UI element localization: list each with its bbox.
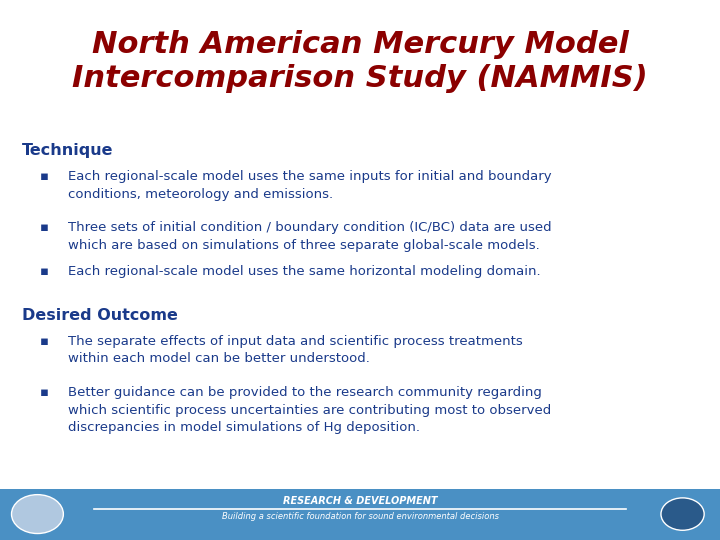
Text: ▪: ▪ bbox=[40, 335, 49, 348]
Text: Each regional-scale model uses the same inputs for initial and boundary
conditio: Each regional-scale model uses the same … bbox=[68, 170, 552, 200]
Circle shape bbox=[12, 495, 63, 534]
Text: Building a scientific foundation for sound environmental decisions: Building a scientific foundation for sou… bbox=[222, 512, 498, 521]
Text: Technique: Technique bbox=[22, 143, 113, 158]
Text: ▪: ▪ bbox=[40, 221, 49, 234]
Text: North American Mercury Model
Intercomparison Study (NAMMIS): North American Mercury Model Intercompar… bbox=[72, 30, 648, 93]
Text: Desired Outcome: Desired Outcome bbox=[22, 308, 177, 323]
Text: ▪: ▪ bbox=[40, 265, 49, 278]
Text: ▪: ▪ bbox=[40, 386, 49, 399]
Text: The separate effects of input data and scientific process treatments
within each: The separate effects of input data and s… bbox=[68, 335, 523, 365]
Circle shape bbox=[661, 498, 704, 530]
FancyBboxPatch shape bbox=[0, 489, 720, 540]
Text: Three sets of initial condition / boundary condition (IC/BC) data are used
which: Three sets of initial condition / bounda… bbox=[68, 221, 552, 252]
Text: RESEARCH & DEVELOPMENT: RESEARCH & DEVELOPMENT bbox=[283, 496, 437, 506]
Text: Better guidance can be provided to the research community regarding
which scient: Better guidance can be provided to the r… bbox=[68, 386, 552, 434]
Text: Each regional-scale model uses the same horizontal modeling domain.: Each regional-scale model uses the same … bbox=[68, 265, 541, 278]
Text: ▪: ▪ bbox=[40, 170, 49, 183]
